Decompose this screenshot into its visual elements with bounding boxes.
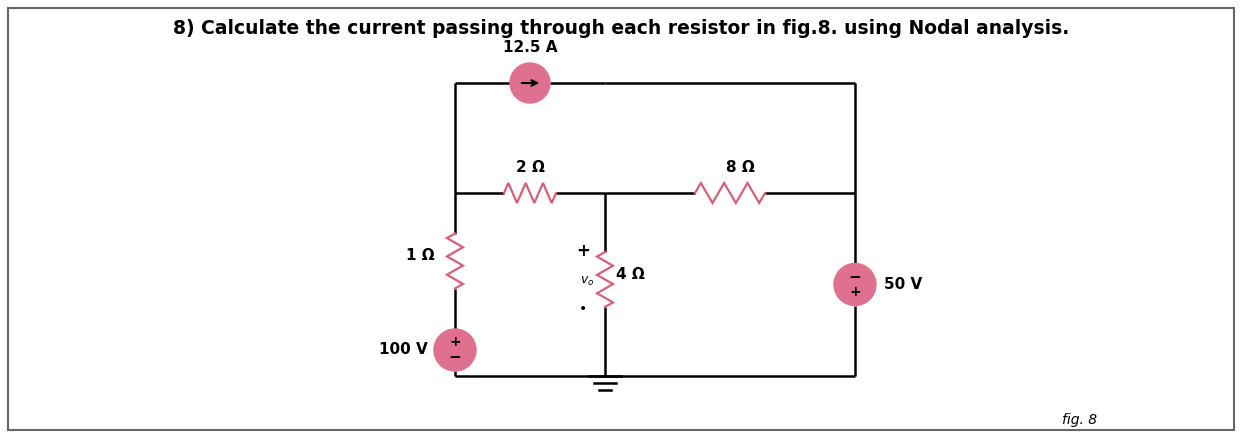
Text: −: − [448,350,461,365]
Text: 8 Ω: 8 Ω [725,160,754,176]
Text: $v_o$: $v_o$ [580,275,594,288]
Text: +: + [576,243,590,261]
Circle shape [833,264,876,305]
Text: 4 Ω: 4 Ω [616,267,645,282]
Text: 1 Ω: 1 Ω [406,248,435,264]
Text: 12.5 A: 12.5 A [503,40,558,56]
Text: 2 Ω: 2 Ω [515,160,544,176]
Text: 8) Calculate the current passing through each resistor in fig.8. using Nodal ana: 8) Calculate the current passing through… [173,18,1069,38]
Circle shape [433,329,476,371]
Text: •: • [579,303,587,317]
Text: −: − [848,269,862,285]
Text: 100 V: 100 V [379,343,427,357]
Text: fig. 8: fig. 8 [1062,413,1098,427]
Text: +: + [850,285,861,299]
Text: +: + [450,336,461,350]
Text: 50 V: 50 V [884,277,922,292]
Circle shape [510,63,550,103]
FancyBboxPatch shape [7,8,1235,430]
